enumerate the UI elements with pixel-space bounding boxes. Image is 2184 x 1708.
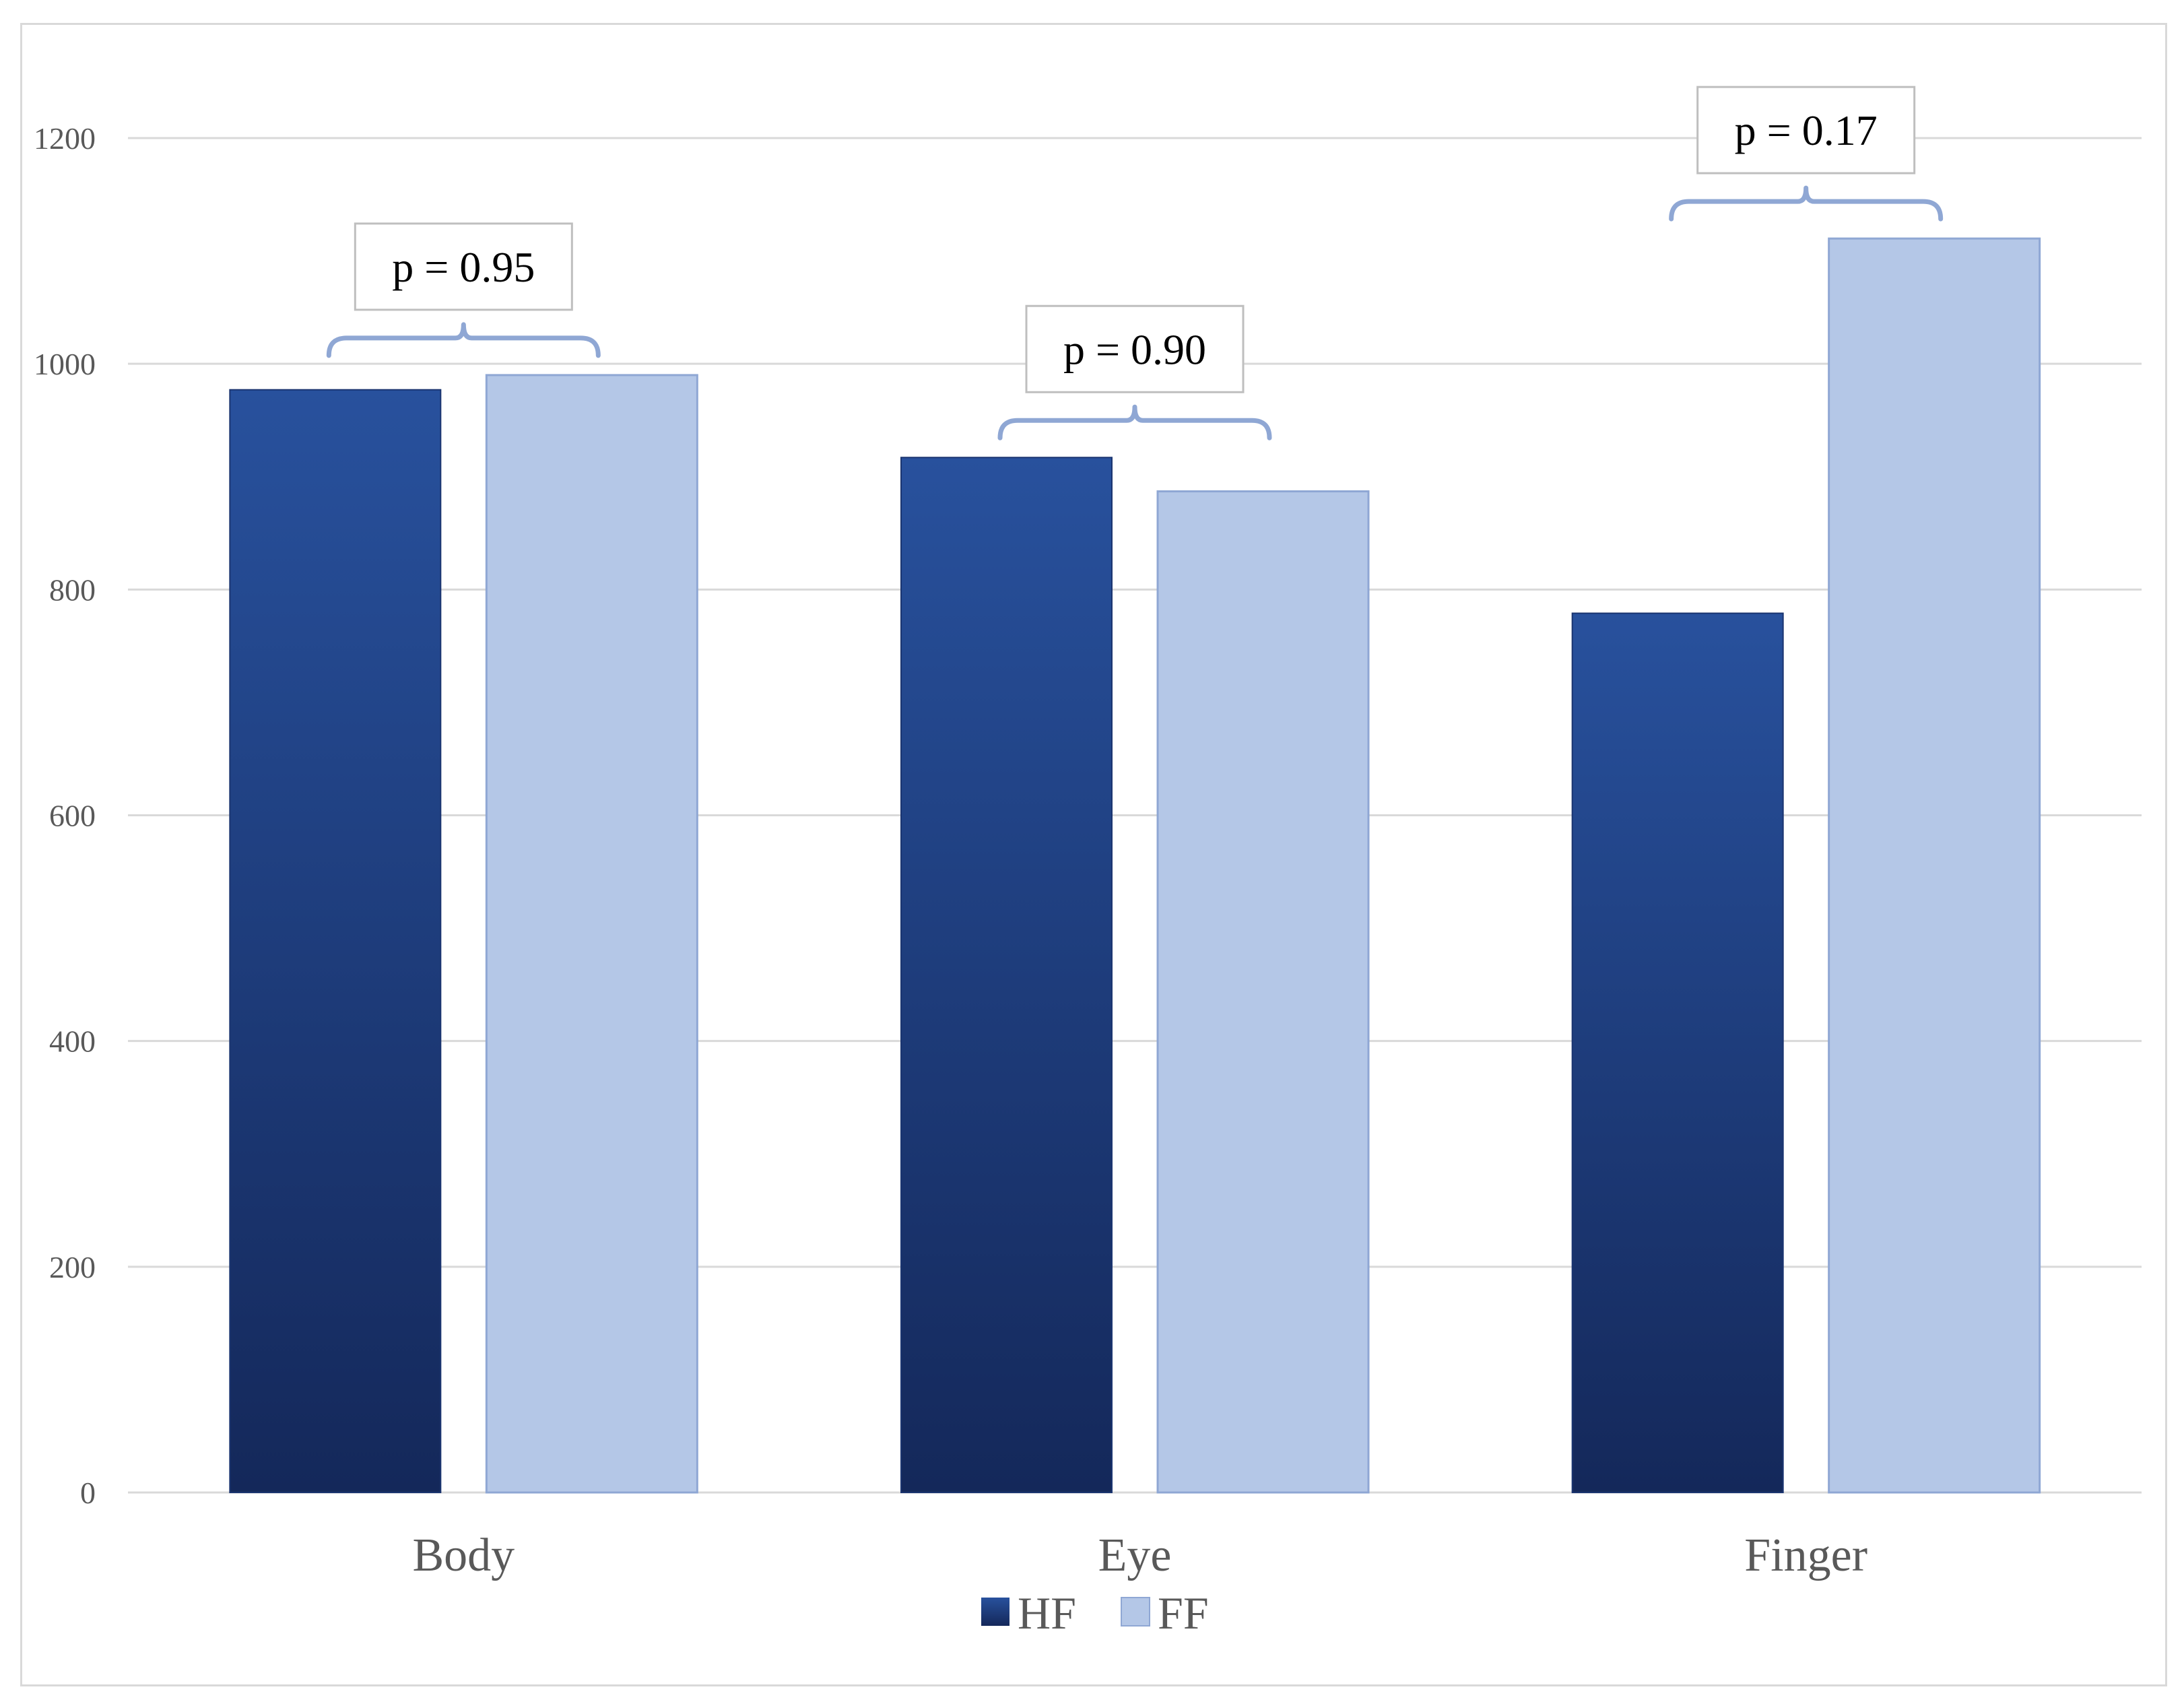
bar-hf-body <box>229 389 442 1493</box>
p-value-box <box>354 222 573 311</box>
bars <box>229 237 2041 1494</box>
significance-bracket <box>326 322 601 358</box>
bar-hf-finger <box>1571 612 1784 1493</box>
legend-label-hf: HF <box>1018 1587 1076 1639</box>
y-tick-label: 1200 <box>34 121 96 156</box>
x-tick-label-finger: Finger <box>1744 1530 1867 1581</box>
y-axis-ticks: 0 200 400 600 800 1000 1200 <box>34 121 96 1510</box>
bar-ff-finger <box>1828 237 2041 1494</box>
p-value-label: p = 0.90 <box>1063 325 1206 373</box>
y-tick-label: 400 <box>49 1024 96 1059</box>
p-value-box <box>1025 304 1245 393</box>
p-value-box <box>1696 86 1916 174</box>
x-tick-label-eye: Eye <box>1098 1530 1172 1581</box>
y-tick-label: 600 <box>49 799 96 833</box>
legend-label-ff: FF <box>1158 1587 1209 1639</box>
p-value-label: p = 0.95 <box>392 243 535 291</box>
y-tick-label: 0 <box>80 1476 96 1510</box>
bar-hf-eye <box>900 457 1113 1493</box>
p-value-annotations: p = 0.95 p = 0.90 p = 0.17 <box>326 86 1944 440</box>
legend-swatch-ff <box>1121 1597 1150 1627</box>
y-tick-label: 1000 <box>34 347 96 381</box>
p-value-label: p = 0.17 <box>1735 106 1878 154</box>
bar-ff-body <box>485 374 698 1494</box>
bar-ff-eye <box>1156 490 1370 1494</box>
y-tick-label: 800 <box>49 572 96 607</box>
legend-swatch-hf <box>981 1598 1010 1626</box>
x-tick-label-body: Body <box>412 1530 515 1581</box>
x-axis-labels: Body Eye Finger <box>412 1530 1867 1581</box>
y-tick-label: 200 <box>49 1250 96 1284</box>
significance-bracket <box>1669 185 1944 222</box>
significance-bracket <box>997 404 1272 440</box>
legend: HF FF <box>981 1587 1209 1639</box>
